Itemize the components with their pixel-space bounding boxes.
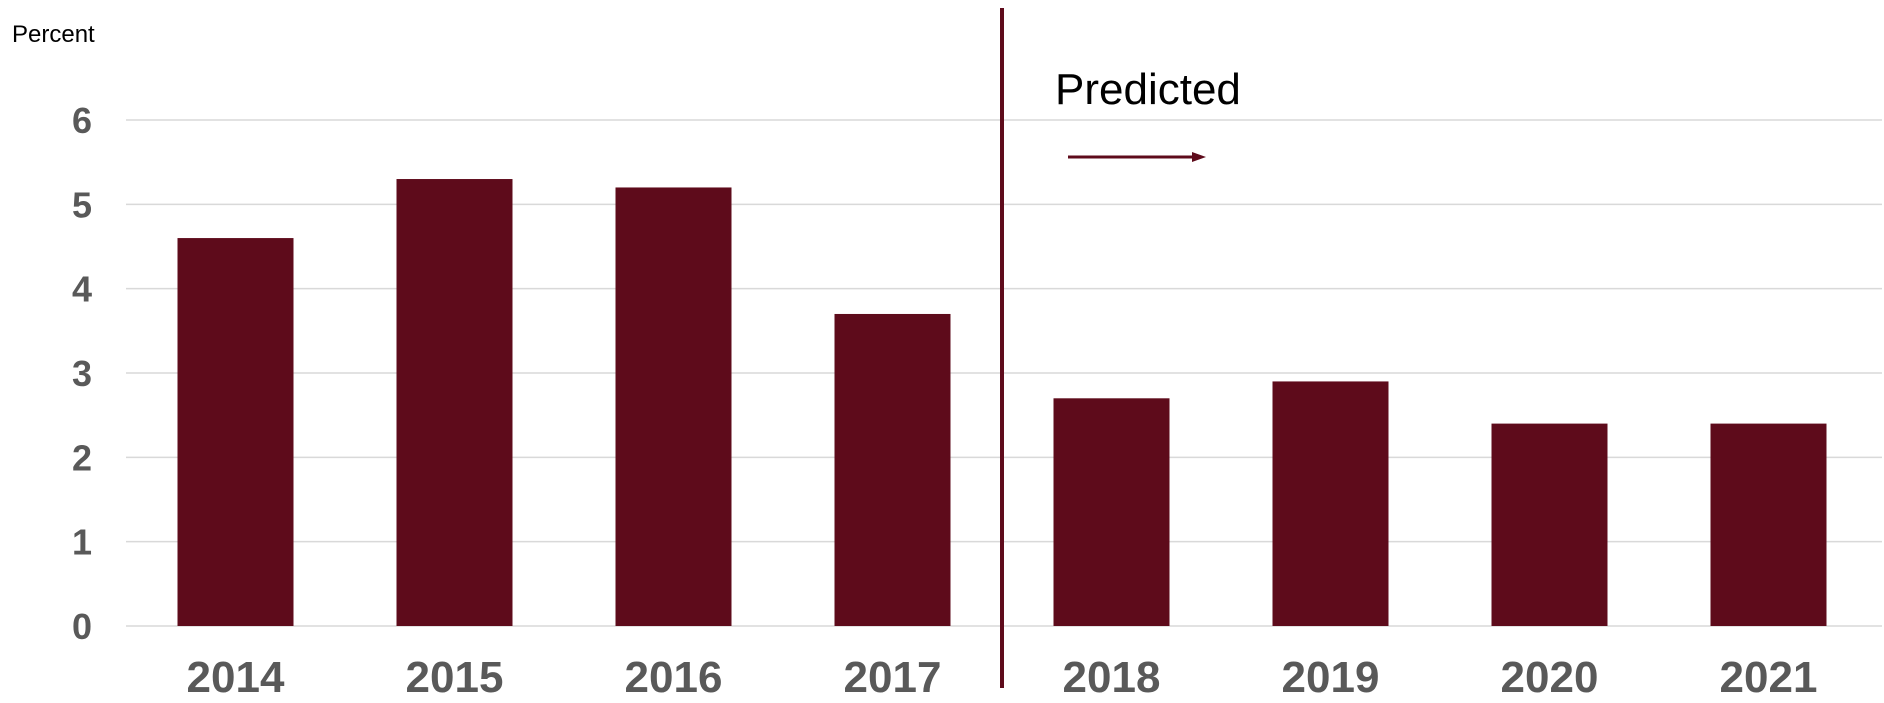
y-tick-label: 4	[72, 269, 92, 310]
x-tick-label: 2014	[187, 653, 285, 698]
y-tick-label: 6	[72, 100, 92, 141]
x-axis-ticks: 2014 2015 2016 2017 2018 2019 2020 2021	[187, 653, 1818, 702]
x-tick-label: 2015	[406, 653, 504, 698]
y-tick-label: 0	[72, 606, 92, 647]
x-tick-label: 2016	[625, 653, 723, 698]
predicted-arrow-icon	[1192, 152, 1206, 162]
y-axis-label: Percent	[12, 21, 95, 48]
y-axis-ticks: 0 1 2 3 4 5 6	[72, 100, 92, 647]
bar-2019	[1272, 381, 1389, 626]
bar-2018	[1053, 398, 1170, 626]
y-tick-label: 1	[72, 522, 92, 563]
x-tick-label: 2021	[1720, 653, 1818, 698]
x-tick-label: 2019	[1282, 653, 1380, 698]
bars	[177, 179, 1827, 627]
x-tick-label: 2017	[844, 653, 942, 698]
y-tick-label: 5	[72, 184, 92, 225]
bar-2017	[834, 313, 951, 626]
x-tick-label: 2018	[1063, 653, 1161, 698]
bar-2016	[615, 187, 732, 626]
y-tick-label: 2	[72, 437, 92, 478]
bar-2015	[396, 179, 513, 627]
bar-2014	[177, 238, 294, 627]
predicted-annotation: Predicted	[1000, 8, 1241, 688]
predicted-label: Predicted	[1055, 65, 1241, 114]
bar-2021	[1710, 423, 1827, 626]
bar-2020	[1491, 423, 1608, 626]
y-tick-label: 3	[72, 353, 92, 394]
x-tick-label: 2020	[1501, 653, 1599, 698]
